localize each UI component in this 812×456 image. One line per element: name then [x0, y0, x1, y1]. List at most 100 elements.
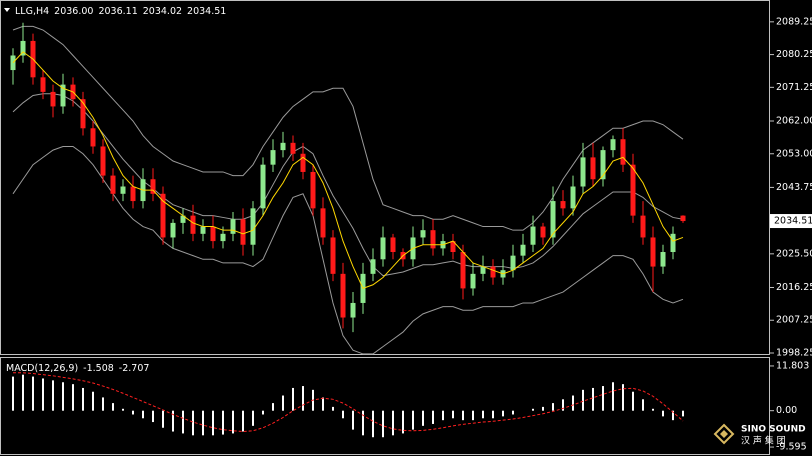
watermark: SINO SOUND 汉 声 集 团 [713, 423, 806, 447]
candle-body [340, 273, 346, 318]
candle-body [250, 208, 256, 245]
candle-body [470, 273, 476, 289]
candle-body [230, 219, 236, 234]
macd-bar [162, 410, 164, 428]
candle-body [650, 237, 656, 267]
signal-value: -2.707 [119, 363, 150, 374]
macd-bar [92, 391, 94, 411]
candle-body [480, 266, 486, 274]
y-tick-label: 2080.25 [776, 49, 812, 60]
macd-bar [552, 403, 554, 411]
candle-body [180, 215, 186, 223]
candle-body [240, 219, 246, 245]
y-tick-label: 2016.25 [776, 282, 812, 293]
candle-body [120, 186, 126, 194]
macd-bar [52, 380, 54, 411]
candle-body [300, 153, 306, 172]
candle-body [350, 302, 356, 318]
bollinger-upper [12, 25, 684, 231]
candle-body [370, 259, 376, 274]
candle-body [550, 201, 556, 238]
macd-bar [472, 410, 474, 421]
candle-body [490, 266, 496, 278]
candle-body [170, 222, 176, 238]
candle-body [520, 244, 526, 256]
candle-body [450, 241, 456, 253]
macd-bar [142, 410, 144, 419]
macd-bar [82, 387, 84, 411]
macd-bar [122, 408, 124, 411]
macd-bar [412, 410, 414, 430]
macd-bar [282, 395, 284, 411]
moving-average [12, 51, 684, 290]
macd-bar [62, 382, 64, 411]
current-price-label: 2034.51 [774, 216, 812, 227]
candle-body [290, 142, 296, 154]
y-tick-label: 11.803 [776, 360, 809, 371]
candle-body [600, 150, 606, 180]
candle-body [310, 171, 316, 209]
macd-bar [642, 399, 644, 411]
brand: SINO SOUND [741, 425, 806, 435]
signal-line [13, 372, 684, 433]
candle-body [220, 233, 226, 242]
macd-bar [422, 410, 424, 426]
macd-bar [372, 410, 374, 438]
candle-body [390, 237, 396, 253]
macd-value: -1.508 [83, 363, 114, 374]
candle-body [160, 193, 166, 238]
macd-bar [402, 410, 404, 434]
macd-header: MACD(12,26,9) -1.508 -2.707 [6, 363, 149, 374]
macd-bar [272, 403, 274, 411]
macd-bar [182, 410, 184, 434]
y-tick-label: 2062.00 [776, 116, 812, 127]
macd-bar [212, 410, 214, 436]
macd-bar [542, 406, 544, 411]
macd-bar [22, 374, 24, 411]
macd-bar [132, 410, 134, 415]
candle-body [260, 164, 266, 209]
macd-bar [102, 397, 104, 411]
macd-bar [512, 410, 514, 415]
macd-bar [442, 410, 444, 421]
macd-bar [302, 386, 304, 411]
macd-bar [652, 408, 654, 411]
macd-bar [12, 376, 14, 411]
candle-body [190, 215, 196, 234]
y-tick-label: 2089.25 [776, 16, 812, 27]
macd-bar [562, 399, 564, 411]
logo-icon-core [720, 430, 728, 438]
bollinger-middle [12, 93, 684, 277]
macd-bar [152, 410, 154, 423]
macd-title: MACD(12,26,9) [6, 363, 78, 374]
macd-bar [232, 410, 234, 434]
macd-bar [202, 410, 204, 436]
macd-bar [572, 395, 574, 411]
candle-body [680, 215, 686, 222]
candle-body [110, 175, 116, 194]
candle-body [80, 99, 86, 129]
menu-arrow[interactable] [4, 8, 10, 12]
macd-bar [192, 410, 194, 436]
candle-body [630, 164, 636, 216]
candle-body [610, 139, 616, 151]
price-header: LLG,H4 2036.00 2036.11 2034.02 2034.51 [15, 6, 226, 17]
candle-body [40, 77, 46, 92]
macd-bar [382, 410, 384, 438]
candle-body [590, 157, 596, 180]
macd-panel-frame [0, 357, 770, 455]
macd-bar [362, 410, 364, 436]
low-label: 2034.02 [143, 6, 182, 17]
brand-subtitle: 汉 声 集 团 [741, 435, 786, 447]
candle-body [380, 237, 386, 260]
macd-bar [392, 410, 394, 436]
y-tick-label: 2007.25 [776, 315, 812, 326]
candle-body [420, 230, 426, 238]
macd-bar [32, 376, 34, 411]
candle-body [620, 139, 626, 165]
macd-bar [682, 410, 684, 417]
y-tick-label: 2071.25 [776, 82, 812, 93]
y-tick-label: 2043.75 [776, 182, 812, 193]
macd-bar [502, 410, 504, 417]
macd-bar [332, 406, 334, 411]
